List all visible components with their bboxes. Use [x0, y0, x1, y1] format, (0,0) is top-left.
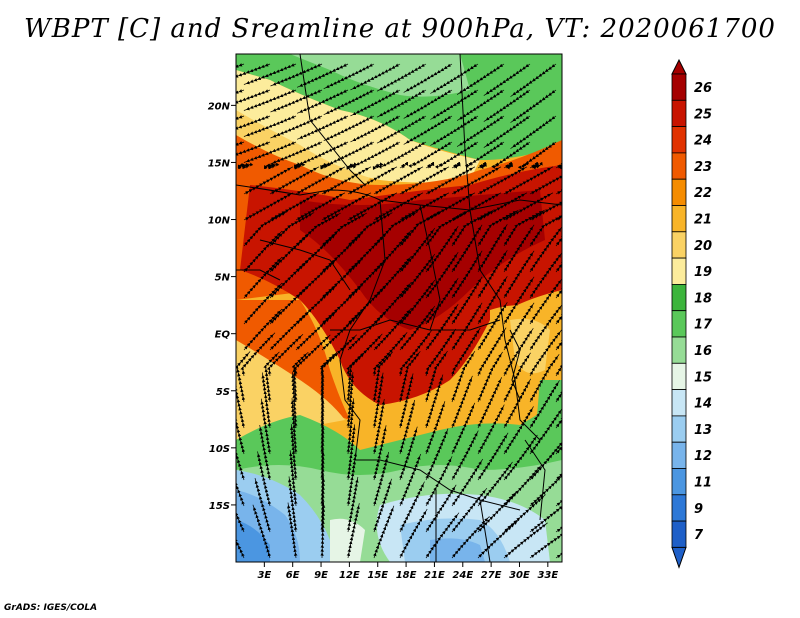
- lon-label: 30E: [509, 570, 530, 581]
- colorbar-label: 24: [694, 134, 712, 149]
- wbpt-field: [236, 54, 562, 562]
- lon-label: 3E: [257, 570, 271, 581]
- lon-label: 9E: [314, 570, 328, 581]
- colorbar-label: 14: [694, 397, 712, 412]
- grads-credit: GrADS: IGES/COLA: [4, 603, 98, 613]
- streamline: [294, 162, 306, 170]
- streamline: [529, 161, 543, 170]
- lat-label: 15S: [209, 501, 230, 512]
- lon-label: 12E: [339, 570, 360, 581]
- colorbar-label: 20: [694, 239, 712, 254]
- colorbar-label: 21: [694, 213, 712, 228]
- colorbar-label: 22: [694, 186, 712, 201]
- colorbar-segment: [671, 494, 687, 522]
- colorbar-segment: [671, 362, 687, 390]
- streamline: [287, 502, 298, 559]
- colorbar-label: 11: [694, 476, 712, 491]
- colorbar-label: 16: [694, 344, 712, 359]
- streamline: [555, 501, 562, 533]
- lat-label: 20N: [208, 101, 231, 112]
- colorbar: 26 25 24 23 22 21 20 19 18 17 16 15 14 13 12 11 9 7: [671, 58, 713, 569]
- chart-title: WBPT [C] and Sreamline at 900hPa, VT: 20…: [24, 14, 776, 44]
- colorbar-segment: [671, 283, 687, 312]
- colorbar-segment: [671, 310, 687, 338]
- colorbar-label: 15: [694, 370, 712, 385]
- longitude-axis: 3E 6E 9E 12E 15E 18E 21E 24E 27E 30E 33E: [257, 562, 558, 581]
- lat-label: 5S: [216, 387, 230, 398]
- streamlines: [236, 63, 562, 559]
- streamline: [451, 161, 461, 169]
- lon-label: 27E: [481, 570, 502, 581]
- colorbar-label: 9: [694, 502, 703, 517]
- colorbar-segment: [671, 389, 687, 417]
- streamline: [346, 503, 360, 559]
- streamline: [555, 529, 562, 559]
- streamline: [425, 161, 435, 169]
- lat-label: 15N: [208, 158, 231, 169]
- latitude-axis: 20N 15N 10N 5N EQ 5S 10S 15S: [208, 101, 236, 512]
- colorbar-segment: [671, 231, 687, 259]
- lat-label: EQ: [215, 330, 231, 341]
- colorbar-label: 7: [694, 528, 704, 543]
- streamline: [372, 162, 384, 170]
- colorbar-label: 26: [694, 81, 712, 96]
- streamline: [320, 162, 332, 170]
- streamline: [320, 501, 326, 559]
- lon-label: 18E: [396, 570, 417, 581]
- colorbar-segment: [671, 205, 687, 233]
- colorbar-segment: [671, 99, 687, 128]
- colorbar-label: 17: [694, 318, 713, 333]
- colorbar-label: 23: [694, 160, 712, 175]
- streamline: [503, 161, 513, 170]
- streamline: [555, 193, 562, 221]
- lon-label: 6E: [286, 570, 300, 581]
- colorbar-segment: [671, 441, 687, 469]
- streamline: [236, 509, 245, 559]
- streamline: [517, 141, 557, 170]
- colorbar-label: 12: [694, 449, 712, 464]
- streamline: [264, 162, 280, 170]
- streamline: [399, 508, 428, 559]
- streamline: [399, 162, 410, 169]
- lat-label: 10N: [208, 216, 231, 227]
- streamline: [529, 526, 562, 559]
- lon-label: 21E: [424, 570, 445, 581]
- streamline: [555, 167, 562, 195]
- colorbar-segment: [671, 415, 687, 443]
- colorbar-segment: [671, 468, 687, 496]
- streamline: [346, 162, 358, 170]
- colorbar-segment: [671, 73, 687, 101]
- map-frame: [235, 53, 563, 563]
- streamline: [373, 505, 395, 559]
- colorbar-segment: [671, 520, 687, 548]
- streamline: [529, 167, 562, 195]
- lon-label: 15E: [367, 570, 388, 581]
- lon-label: 33E: [537, 570, 558, 581]
- colorbar-label: 25: [694, 107, 712, 122]
- colorbar-bottom-triangle: [671, 546, 687, 569]
- colorbar-segment: [671, 257, 687, 285]
- colorbar-segment: [671, 178, 687, 206]
- colorbar-label: 13: [694, 423, 712, 438]
- lat-label: 5N: [215, 273, 231, 284]
- colorbar-segment: [671, 336, 687, 364]
- colorbar-label: 19: [694, 265, 712, 280]
- colorbar-segment: [671, 152, 687, 180]
- lat-label: 10S: [209, 444, 230, 455]
- streamline: [252, 504, 272, 559]
- colorbar-segment: [671, 126, 687, 154]
- colorbar-label: 18: [694, 291, 712, 306]
- streamline: [477, 161, 487, 170]
- lon-label: 24E: [452, 570, 473, 581]
- colorbar-top-triangle: [671, 58, 687, 75]
- streamline: [237, 162, 254, 170]
